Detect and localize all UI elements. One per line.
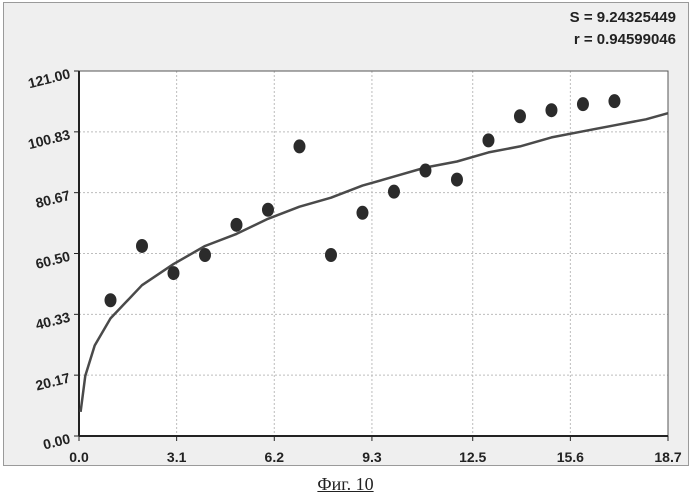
x-tick-label: 9.3	[362, 449, 382, 465]
data-point	[136, 239, 148, 253]
data-point	[419, 164, 431, 178]
data-point	[104, 293, 116, 307]
data-point	[451, 173, 463, 187]
y-tick-label: 0.00	[41, 430, 72, 452]
x-tick-label: 0.0	[69, 449, 89, 465]
figure-caption: Фиг. 10	[0, 474, 691, 495]
data-point	[577, 97, 589, 111]
data-point	[608, 94, 620, 108]
x-tick-label: 15.6	[557, 449, 584, 465]
stat-s-value: S = 9.24325449	[570, 9, 676, 26]
data-point	[356, 206, 368, 220]
data-point	[325, 248, 337, 262]
stat-r-value: r = 0.94599046	[574, 31, 676, 48]
y-tick-label: 121.00	[26, 65, 72, 91]
data-point	[482, 133, 494, 147]
x-tick-label: 12.5	[459, 449, 486, 465]
y-tick-label: 40.33	[34, 309, 72, 333]
data-point	[514, 109, 526, 123]
y-axis-ticks: 0.00 20.17 40.33 60.50 80.67 100.83 121.00	[26, 65, 79, 452]
y-tick-label: 20.17	[34, 369, 72, 393]
data-point	[199, 248, 211, 262]
scatter-chart: 0.0 3.1 6.2 9.3 12.5 15.6 18.7 0.00 20.17 40.33 6…	[4, 3, 688, 465]
x-axis-ticks: 0.0 3.1 6.2 9.3 12.5 15.6 18.7	[69, 436, 682, 465]
x-tick-label: 18.7	[654, 449, 681, 465]
y-tick-label: 100.83	[26, 126, 72, 152]
x-tick-label: 3.1	[167, 449, 187, 465]
data-point	[293, 139, 305, 153]
data-point	[545, 103, 557, 117]
y-tick-label: 60.50	[34, 248, 72, 272]
data-point	[388, 185, 400, 199]
y-tick-label: 80.67	[34, 187, 72, 211]
figure-caption-text: Фиг. 10	[317, 474, 373, 494]
data-point	[167, 266, 179, 280]
data-point	[262, 203, 274, 217]
x-tick-label: 6.2	[265, 449, 285, 465]
chart-frame: 0.0 3.1 6.2 9.3 12.5 15.6 18.7 0.00 20.17 40.33 6…	[3, 2, 689, 466]
data-point	[230, 218, 242, 232]
